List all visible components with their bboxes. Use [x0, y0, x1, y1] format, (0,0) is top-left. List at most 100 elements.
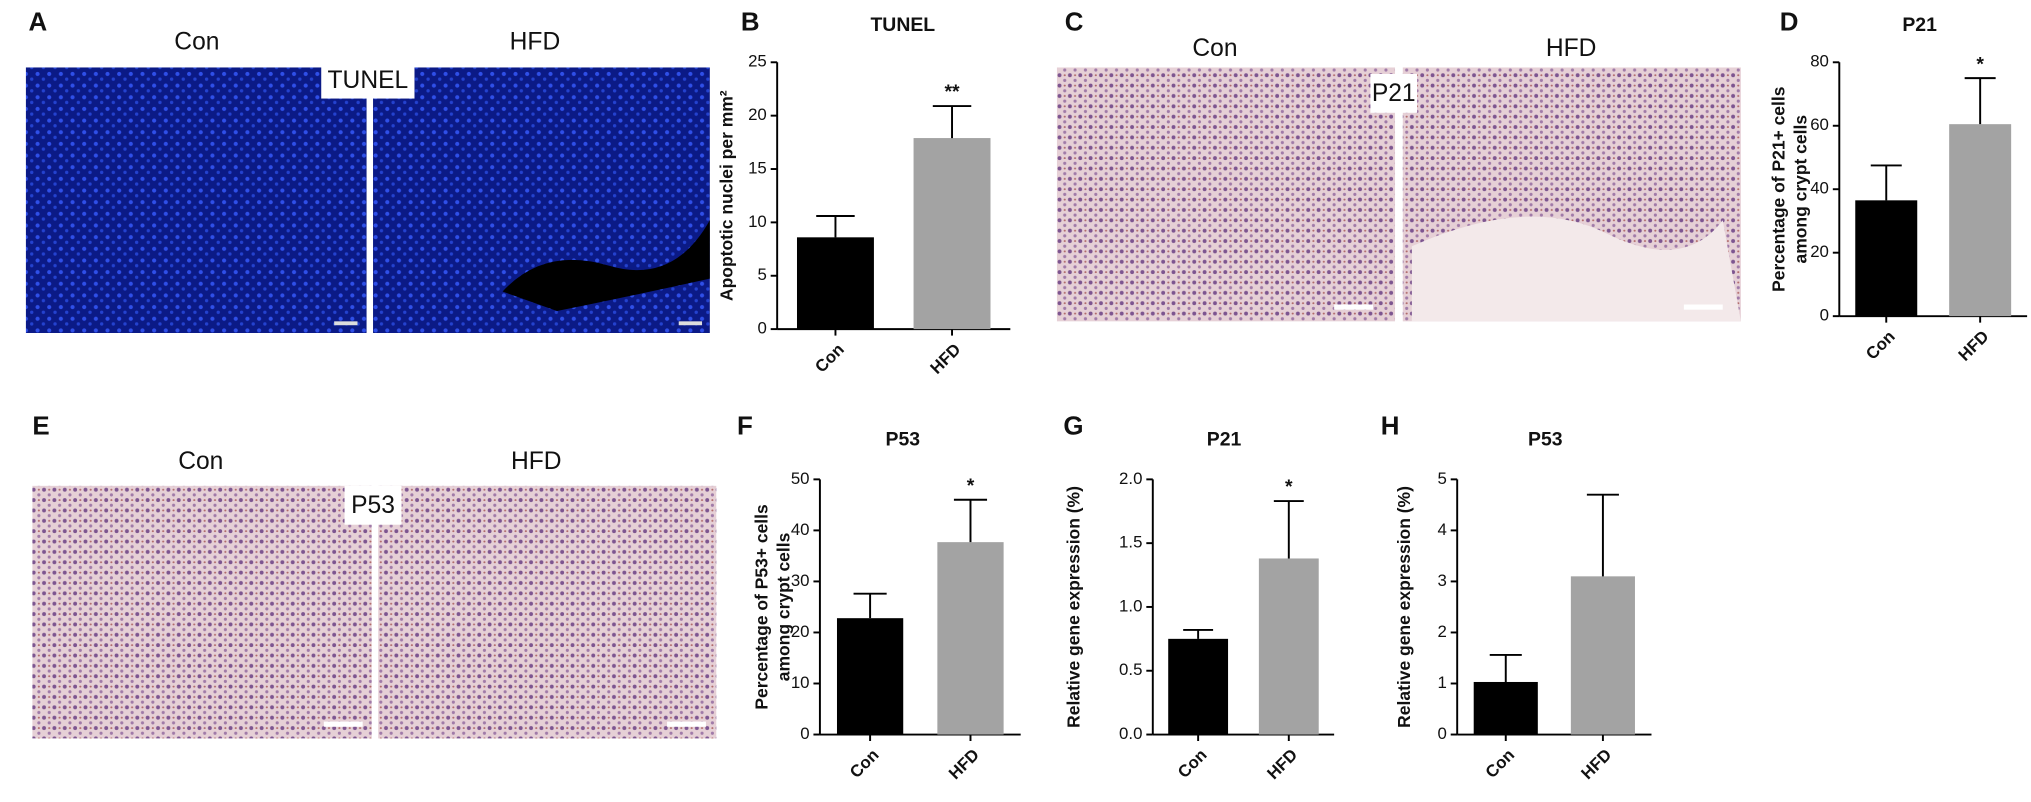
group-label: HFD	[1546, 35, 1597, 62]
y-tick-label: 1.0	[1119, 596, 1142, 615]
micrograph	[1056, 67, 1396, 322]
y-tick-label: 0	[800, 724, 809, 743]
bar	[1168, 638, 1229, 735]
error-bar	[932, 105, 972, 139]
y-tick-label: 0.0	[1119, 724, 1142, 743]
micrograph	[32, 485, 372, 739]
y-tick-label: 1.5	[1119, 533, 1142, 552]
y-axis-label: Percentage of P21+ cells	[1768, 87, 1788, 292]
y-tick-label: 5	[757, 265, 766, 284]
bar	[1473, 681, 1538, 735]
x-tick-label: HFD	[927, 340, 965, 378]
panel-letter: E	[32, 412, 49, 440]
x-tick-label: Con	[1482, 745, 1519, 782]
y-axis-label: Percentage of P53+ cells	[752, 504, 772, 709]
significance: **	[944, 81, 960, 103]
scale-bar	[323, 721, 363, 727]
micrograph	[378, 485, 717, 739]
y-axis-label: among crypt cells	[1790, 115, 1810, 264]
lumen	[1411, 216, 1741, 322]
bar	[796, 237, 874, 330]
group-label: Con	[174, 28, 219, 55]
x-tick-label: HFD	[1263, 745, 1301, 783]
y-tick-label: 40	[791, 520, 810, 539]
y-tick-label: 10	[791, 673, 810, 692]
y-tick-label: 5	[1437, 469, 1446, 488]
x-tick-label: HFD	[1577, 745, 1615, 783]
stain-label: TUNEL	[328, 67, 409, 94]
panel-letter: C	[1065, 8, 1084, 36]
y-tick-label: 0	[1437, 724, 1446, 743]
y-tick-label: 15	[748, 158, 767, 177]
scale-bar	[1334, 304, 1373, 310]
error-bar	[1489, 653, 1522, 682]
error-bar	[1586, 493, 1619, 577]
y-tick-label: 0	[1820, 306, 1829, 325]
stain-box	[1370, 73, 1418, 113]
group-label: HFD	[511, 448, 562, 475]
significance: *	[967, 475, 975, 497]
bar	[1570, 576, 1635, 735]
error-bar	[1273, 500, 1304, 559]
scale-bar	[1683, 304, 1723, 310]
y-tick-label: 40	[1810, 179, 1829, 198]
y-tick-label: 20	[1810, 242, 1829, 261]
y-tick-label: 25	[748, 52, 767, 71]
bar	[937, 542, 1004, 735]
y-axis-label: Relative gene expression (%)	[1064, 486, 1084, 728]
y-axis-label: among crypt cells	[774, 533, 794, 682]
bar	[1855, 200, 1918, 317]
panel-letter: F	[737, 412, 753, 440]
chart-title: TUNEL	[870, 14, 935, 36]
y-tick-label: 4	[1437, 520, 1446, 539]
scale-bar	[334, 321, 358, 326]
panel-letter: G	[1063, 412, 1083, 440]
y-tick-label: 60	[1810, 115, 1829, 134]
stain-box	[344, 485, 402, 525]
y-tick-label: 10	[748, 212, 767, 231]
panel-letter: H	[1381, 412, 1400, 440]
x-tick-label: HFD	[1955, 327, 1993, 365]
group-label: Con	[1192, 35, 1237, 62]
x-tick-label: Con	[1174, 745, 1211, 782]
bar	[1258, 558, 1319, 735]
error-bar	[953, 498, 988, 543]
y-tick-label: 0	[757, 319, 766, 338]
y-tick-label: 20	[748, 105, 767, 124]
panel-letter: A	[28, 8, 47, 36]
bar	[836, 618, 904, 735]
y-tick-label: 50	[791, 469, 810, 488]
lumen	[502, 220, 710, 311]
error-bar	[1870, 164, 1902, 201]
panel-letter: B	[741, 8, 760, 36]
chart-title: P53	[886, 429, 921, 451]
y-axis-label: Relative gene expression (%)	[1394, 486, 1414, 728]
y-tick-label: 2	[1437, 622, 1446, 641]
group-label: HFD	[510, 28, 561, 55]
y-axis-label: Apoptotic nuclei per mm²	[717, 90, 737, 301]
significance: *	[1285, 476, 1293, 498]
y-tick-label: 20	[791, 622, 810, 641]
stain-box	[321, 62, 415, 99]
chart-title: P21	[1902, 14, 1937, 36]
x-tick-label: HFD	[945, 745, 983, 783]
chart-title: P21	[1207, 429, 1242, 451]
micrograph	[25, 67, 367, 333]
group-label: Con	[178, 448, 223, 475]
chart-title: P53	[1528, 429, 1563, 451]
x-tick-label: Con	[1862, 327, 1899, 364]
scale-bar	[678, 321, 703, 326]
panel-letter: D	[1780, 8, 1799, 36]
stain-label: P21	[1372, 80, 1416, 107]
x-tick-label: Con	[811, 340, 848, 377]
y-tick-label: 1	[1437, 673, 1446, 692]
scale-bar	[667, 721, 706, 727]
x-tick-label: Con	[846, 745, 883, 782]
error-bar	[1183, 628, 1214, 639]
bar	[1949, 124, 2012, 317]
significance: *	[1976, 53, 1984, 75]
y-tick-label: 0.5	[1119, 660, 1142, 679]
y-tick-label: 2.0	[1119, 469, 1142, 488]
